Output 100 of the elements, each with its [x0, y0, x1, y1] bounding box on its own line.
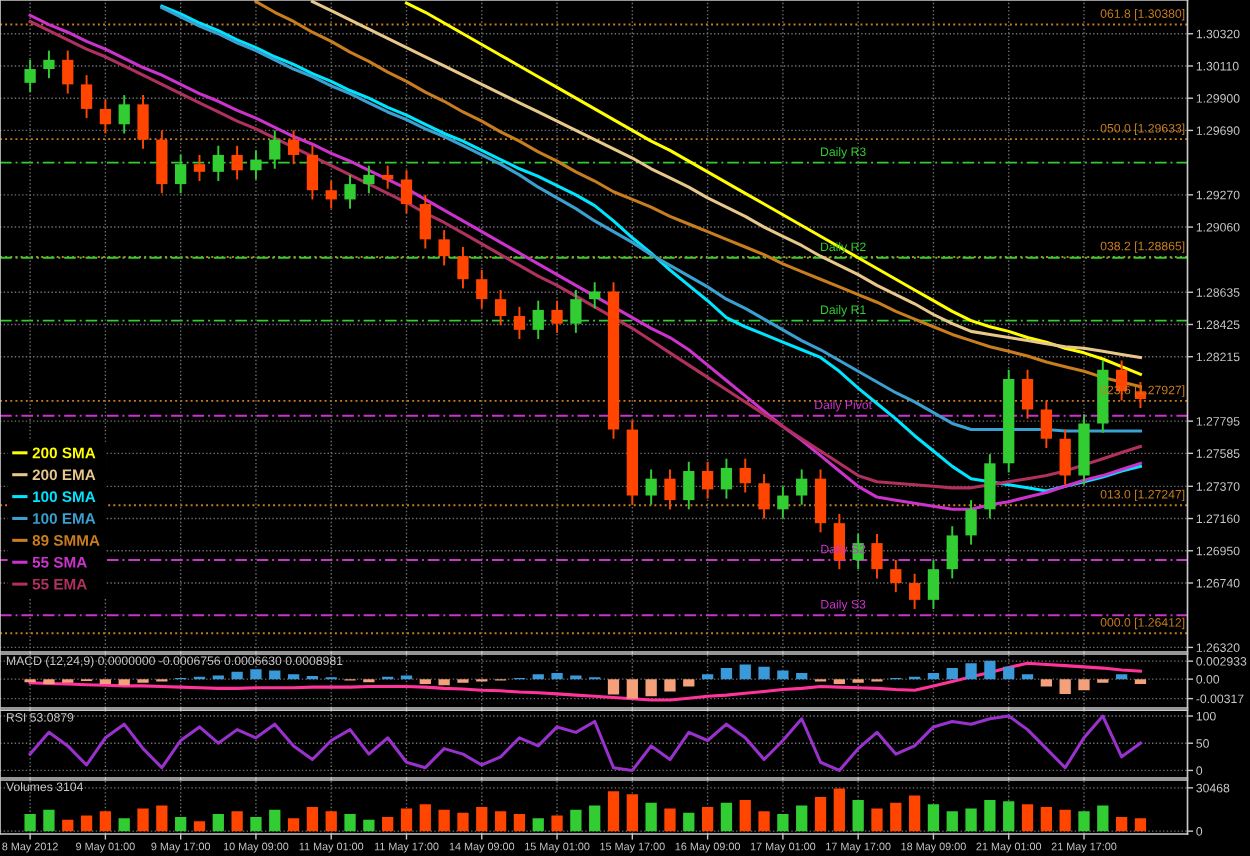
bar [664, 808, 676, 832]
bar [99, 679, 112, 685]
candlestick [871, 532, 883, 580]
bar [758, 666, 770, 680]
candlestick [419, 193, 431, 250]
bar [212, 814, 224, 832]
candlestick [720, 457, 733, 500]
bar [739, 664, 751, 680]
bar [758, 811, 770, 832]
candlestick [513, 305, 526, 341]
candlestick [193, 153, 206, 182]
bar [1059, 809, 1071, 832]
bar [137, 808, 149, 832]
bar [927, 804, 940, 832]
bar [701, 674, 714, 680]
candlestick [118, 94, 130, 135]
bar [400, 808, 413, 832]
bar [325, 811, 337, 832]
candlestick [984, 453, 996, 520]
bar [231, 671, 243, 680]
bar [80, 815, 93, 832]
candlestick [551, 299, 563, 334]
bar [645, 802, 657, 832]
candlestick [62, 49, 74, 95]
bar [43, 679, 55, 685]
bar [344, 814, 356, 832]
bar [419, 804, 431, 832]
bar [946, 668, 958, 680]
candlestick [156, 129, 168, 195]
bar [1021, 674, 1034, 680]
candlestick [1021, 368, 1034, 420]
candlestick [137, 94, 149, 150]
bar [250, 816, 262, 832]
candlestick [1059, 428, 1071, 486]
candlestick [645, 468, 657, 506]
candlestick [306, 144, 319, 201]
candlestick [400, 169, 413, 215]
line-series [28, 714, 1142, 772]
bar [1040, 806, 1052, 832]
candlestick [965, 499, 977, 546]
candlestick [683, 460, 695, 511]
bar [269, 670, 281, 680]
bar [833, 679, 845, 685]
bar [777, 670, 789, 680]
bar [438, 679, 450, 686]
candlestick [946, 525, 958, 580]
bar [306, 806, 319, 832]
candlestick [438, 229, 450, 267]
candlestick [344, 173, 356, 210]
bar [118, 679, 130, 686]
candlestick [890, 559, 902, 594]
bar [607, 679, 620, 695]
bar [532, 674, 544, 680]
bar [118, 818, 130, 832]
candlestick [664, 468, 676, 511]
candlestick [287, 129, 300, 166]
bar [1134, 818, 1147, 832]
bar [814, 797, 827, 832]
candlestick [476, 269, 488, 310]
bar [99, 811, 112, 832]
bar [946, 811, 958, 832]
bar [494, 811, 507, 832]
candlestick [777, 485, 789, 520]
bar [231, 811, 243, 832]
candlestick [231, 144, 243, 181]
bar [193, 821, 206, 832]
bar [1040, 679, 1052, 687]
bar [927, 673, 940, 680]
bar [984, 799, 996, 832]
candlestick [24, 58, 36, 94]
bar [984, 660, 996, 680]
candlestick [908, 572, 921, 611]
candlestick [927, 559, 940, 611]
bar [1097, 805, 1109, 832]
bar [833, 788, 845, 832]
bar [287, 674, 300, 680]
candlestick [758, 473, 770, 520]
bar [551, 815, 563, 832]
bar [683, 679, 695, 687]
bar [570, 809, 582, 832]
bar [1078, 679, 1090, 691]
candlestick [739, 457, 751, 494]
bar [175, 816, 187, 832]
bar [965, 663, 977, 680]
bar [626, 679, 638, 699]
candlestick [457, 246, 469, 290]
bar [269, 809, 281, 832]
bar [532, 818, 544, 832]
bar [683, 812, 695, 832]
bar [739, 799, 751, 832]
bar [796, 673, 808, 680]
bar [382, 816, 394, 832]
bar [62, 819, 74, 832]
bar [701, 806, 714, 832]
bar [43, 809, 55, 832]
bar [513, 814, 526, 832]
bar [1003, 801, 1015, 832]
bar [551, 673, 563, 680]
bar [965, 808, 977, 832]
bar [1078, 811, 1090, 832]
